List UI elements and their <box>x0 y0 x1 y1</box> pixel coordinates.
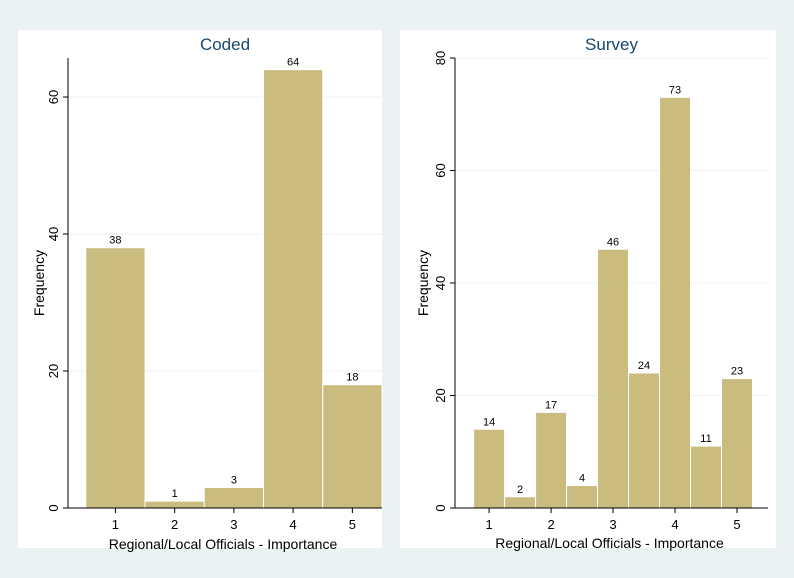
bar-value-label: 11 <box>700 433 711 445</box>
y-tick-label: 20 <box>46 364 61 378</box>
axes <box>450 57 768 513</box>
x-tick-label: 4 <box>290 517 297 532</box>
y-tick-label: 20 <box>433 388 448 402</box>
bar-value-label: 3 <box>231 474 237 486</box>
bar-value-label: 23 <box>731 366 743 378</box>
axes <box>63 58 382 513</box>
x-tick-label: 1 <box>485 517 492 532</box>
x-tick-label: 3 <box>609 517 616 532</box>
x-tick-label: 2 <box>171 517 178 532</box>
y-tick-label: 0 <box>46 504 61 511</box>
histogram-bar <box>659 96 692 509</box>
histogram-bar <box>85 247 146 509</box>
histogram-bar <box>473 428 506 509</box>
y-tick-label: 80 <box>433 51 448 65</box>
x-axis-title: Regional/Local Officials - Importance <box>109 536 338 552</box>
histogram-bar <box>263 69 324 509</box>
x-tick-label: 2 <box>547 517 554 532</box>
histogram-bar <box>597 248 630 509</box>
bar-value-label: 2 <box>517 484 523 496</box>
x-tick-label: 4 <box>671 517 678 532</box>
y-axis-title: Frequency <box>31 250 47 316</box>
histogram-bar <box>566 485 599 509</box>
bar-value-label: 1 <box>172 488 178 500</box>
histogram-bar <box>721 378 754 509</box>
x-tick-label: 3 <box>230 517 237 532</box>
x-axis-title: Regional/Local Officials - Importance <box>495 535 724 551</box>
y-tick-label: 40 <box>433 276 448 290</box>
bar-value-label: 17 <box>545 399 557 411</box>
bar-value-label: 64 <box>287 57 299 69</box>
x-tick-label: 5 <box>733 517 740 532</box>
x-tick-label: 1 <box>112 517 119 532</box>
chart-title: Coded <box>200 35 250 54</box>
histogram-bar <box>203 486 265 509</box>
histogram-bar <box>322 384 383 509</box>
y-tick-label: 60 <box>46 90 61 104</box>
x-tick-label: 5 <box>349 517 356 532</box>
chart-title: Survey <box>585 35 638 54</box>
histogram-bar <box>628 372 661 509</box>
bar-value-label: 46 <box>607 236 619 248</box>
bar-value-label: 24 <box>638 360 650 372</box>
histogram-bar <box>690 445 723 509</box>
y-tick-label: 60 <box>433 163 448 177</box>
y-tick-label: 0 <box>433 504 448 511</box>
bar-value-label: 18 <box>346 372 358 384</box>
histogram-bar <box>535 411 568 509</box>
bar-value-label: 38 <box>109 235 121 247</box>
y-axis-title: Frequency <box>415 250 431 316</box>
bar-value-label: 73 <box>669 84 681 96</box>
panel-1: Coded 38 1 3 64 18 0 20 40 60 1 2 3 4 5 Regional/Local … <box>18 30 383 552</box>
histogram-bar <box>504 496 537 509</box>
histogram-bar <box>144 500 205 509</box>
y-tick-label: 40 <box>46 227 61 241</box>
bar-value-label: 4 <box>579 473 585 485</box>
bar-value-label: 14 <box>483 416 495 428</box>
